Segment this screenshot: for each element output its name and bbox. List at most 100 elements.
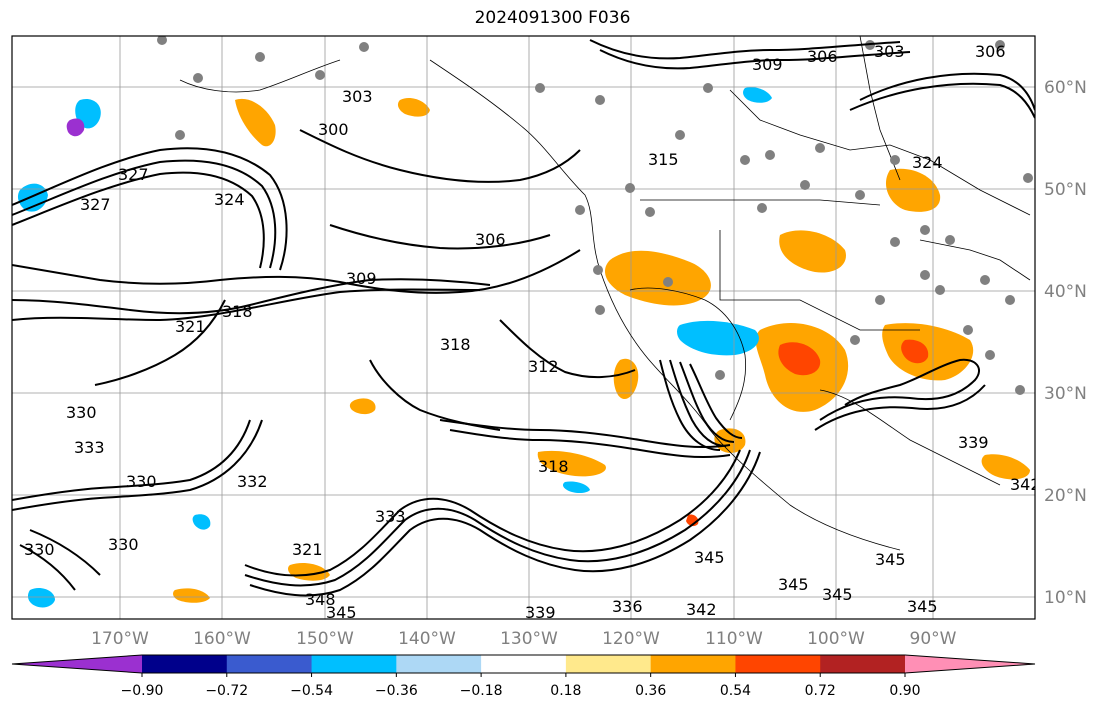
contour-label: 330 <box>108 535 139 554</box>
lat-label: 10°N <box>1044 588 1087 608</box>
contour-label: 303 <box>342 87 373 106</box>
map-panel: 303 300 306 309 306 303 306 309 318 321 … <box>12 36 1041 622</box>
colorbar-segment <box>311 655 397 673</box>
contour-label: 348 <box>305 590 336 609</box>
shade-orange <box>397 98 430 117</box>
contour-label: 324 <box>912 153 943 172</box>
colorbar-tick-label: 0.36 <box>635 683 666 699</box>
shade-orange <box>173 588 210 603</box>
contour-labels: 303 300 306 309 306 303 306 309 318 321 … <box>24 42 1041 622</box>
contour-label: 306 <box>807 47 838 66</box>
contour-label: 303 <box>874 42 905 61</box>
contour-label: 342 <box>1010 475 1041 494</box>
shade-orange <box>605 250 711 306</box>
lat-label: 50°N <box>1044 180 1087 200</box>
colorbar-tick-label: −0.90 <box>121 683 164 699</box>
contour-label: 330 <box>126 472 157 491</box>
colorbar-segment <box>396 655 482 673</box>
colorbar-tick-label: 0.54 <box>720 683 751 699</box>
colorbar-tick-label: 0.90 <box>889 683 920 699</box>
contour-label: 318 <box>538 457 569 476</box>
contour-label: 345 <box>778 575 809 594</box>
lon-label: 160°W <box>193 629 251 649</box>
colorbar-segment <box>142 655 228 673</box>
contour-label: 333 <box>375 507 406 526</box>
shade-red <box>901 339 929 364</box>
shade-orange <box>981 454 1030 480</box>
shade-orange <box>779 230 846 273</box>
shade-blue <box>192 514 211 530</box>
shade-orange <box>537 450 606 477</box>
contour-label: 327 <box>118 165 149 184</box>
contour-label: 300 <box>318 120 349 139</box>
colorbar-tick-label: −0.54 <box>290 683 333 699</box>
colorbar-tick-label: −0.72 <box>205 683 248 699</box>
map-title: 2024091300 F036 <box>474 8 631 28</box>
contour-label: 330 <box>66 403 97 422</box>
contour-label: 324 <box>214 190 245 209</box>
contour-label: 312 <box>528 357 559 376</box>
coastlines <box>179 36 1031 551</box>
shade-blue <box>743 87 772 103</box>
colorbar-segment <box>735 655 821 673</box>
shade-purple <box>66 118 85 137</box>
contour-label: 318 <box>222 302 253 321</box>
contour-label: 321 <box>175 317 206 336</box>
lon-label: 100°W <box>807 629 865 649</box>
lat-label: 60°N <box>1044 78 1087 98</box>
contour-label: 345 <box>822 585 853 604</box>
contour-label: 330 <box>24 540 55 559</box>
colorbar-tick-label: −0.18 <box>460 683 503 699</box>
contour-label: 345 <box>326 603 357 622</box>
latitude-labels: 60°N 50°N 40°N 30°N 20°N 10°N <box>1044 78 1087 608</box>
contour-label: 306 <box>475 230 506 249</box>
shaded-regions <box>17 87 1030 608</box>
lon-label: 170°W <box>91 629 149 649</box>
contour-label: 327 <box>80 195 111 214</box>
colorbar-extend-low <box>12 655 142 673</box>
lat-label: 40°N <box>1044 282 1087 302</box>
contour-label: 339 <box>958 433 989 452</box>
contour-label: 332 <box>237 472 268 491</box>
lon-label: 120°W <box>602 629 660 649</box>
longitude-labels: 170°W 160°W 150°W 140°W 130°W 120°W 110°… <box>91 629 957 649</box>
contour-label: 345 <box>694 548 725 567</box>
shade-red <box>778 342 821 376</box>
contour-label: 345 <box>907 597 938 616</box>
shade-orange <box>613 358 639 400</box>
colorbar: −0.90 −0.72 −0.54 −0.36 −0.18 0.18 0.36 0.54 0.7… <box>11 654 1036 699</box>
map-background <box>12 36 1035 619</box>
lon-label: 150°W <box>296 629 354 649</box>
contour-label: 315 <box>648 150 679 169</box>
colorbar-segment <box>650 655 736 673</box>
contour-label: 306 <box>975 42 1006 61</box>
colorbar-tick-label: 0.72 <box>805 683 836 699</box>
shade-blue <box>677 320 759 356</box>
lon-label: 90°W <box>910 629 957 649</box>
lat-label: 30°N <box>1044 384 1087 404</box>
contour-label: 309 <box>752 55 783 74</box>
colorbar-segment <box>226 655 313 673</box>
shade-blue <box>17 183 48 212</box>
lon-label: 110°W <box>705 629 763 649</box>
station-dots <box>157 36 1033 395</box>
lon-label: 140°W <box>398 629 456 649</box>
contour-lines <box>12 39 1035 597</box>
lon-label: 130°W <box>500 629 558 649</box>
lat-label: 20°N <box>1044 486 1087 506</box>
shade-orange <box>349 398 376 415</box>
contour-label: 309 <box>346 269 377 288</box>
shade-orange <box>235 98 276 147</box>
contour-label: 339 <box>525 603 556 622</box>
map-frame <box>11 35 1036 620</box>
colorbar-segment <box>481 655 567 673</box>
contour-label: 333 <box>74 438 105 457</box>
colorbar-tick-label: 0.18 <box>550 683 581 699</box>
contour-label: 336 <box>612 597 643 616</box>
colorbar-segment <box>820 655 906 673</box>
colorbar-extend-high <box>905 655 1035 673</box>
contour-label: 321 <box>292 540 323 559</box>
colorbar-tick-label: −0.36 <box>375 683 418 699</box>
shade-blue <box>562 481 590 493</box>
